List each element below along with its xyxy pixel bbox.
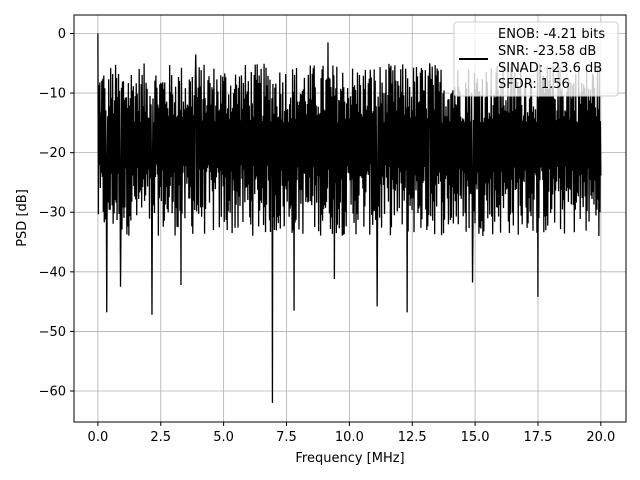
legend: ENOB: -4.21 bits SNR: -23.58 dB SINAD: -… — [453, 21, 619, 97]
y-axis-label: PSD [dB] — [15, 189, 30, 247]
y-axis: 0 −10 −20 −30 −40 −50 −60 — [39, 27, 74, 400]
y-tick-label: −40 — [39, 265, 66, 280]
x-tick-label: 15.0 — [461, 430, 490, 445]
plot-area — [97, 33, 602, 403]
x-tick-label: 7.5 — [276, 430, 297, 445]
legend-entry-sinad: SINAD: -23.6 dB — [498, 61, 602, 76]
x-tick-label: 12.5 — [398, 430, 427, 445]
y-tick-label: −60 — [39, 385, 66, 400]
x-tick-label: 10.0 — [335, 430, 364, 445]
legend-box — [453, 21, 619, 97]
legend-entry-sfdr: SFDR: 1.56 — [498, 77, 570, 92]
x-axis: 0.0 2.5 5.0 7.5 10.0 12.5 15.0 17.5 20.0 — [88, 422, 615, 445]
legend-entry-enob: ENOB: -4.21 bits — [498, 27, 605, 42]
y-tick-label: −10 — [39, 87, 66, 102]
x-tick-label: 17.5 — [524, 430, 553, 445]
y-tick-label: −50 — [39, 325, 66, 340]
y-tick-label: −30 — [39, 206, 66, 221]
x-tick-label: 5.0 — [213, 430, 234, 445]
y-tick-label: 0 — [58, 27, 66, 42]
x-axis-label: Frequency [MHz] — [295, 451, 404, 466]
x-tick-label: 2.5 — [150, 430, 171, 445]
x-tick-label: 20.0 — [586, 430, 615, 445]
y-tick-label: −20 — [39, 146, 66, 161]
x-tick-label: 0.0 — [88, 430, 109, 445]
psd-series-line — [97, 33, 602, 403]
axes-frame — [73, 14, 627, 423]
legend-entry-snr: SNR: -23.58 dB — [498, 44, 596, 59]
